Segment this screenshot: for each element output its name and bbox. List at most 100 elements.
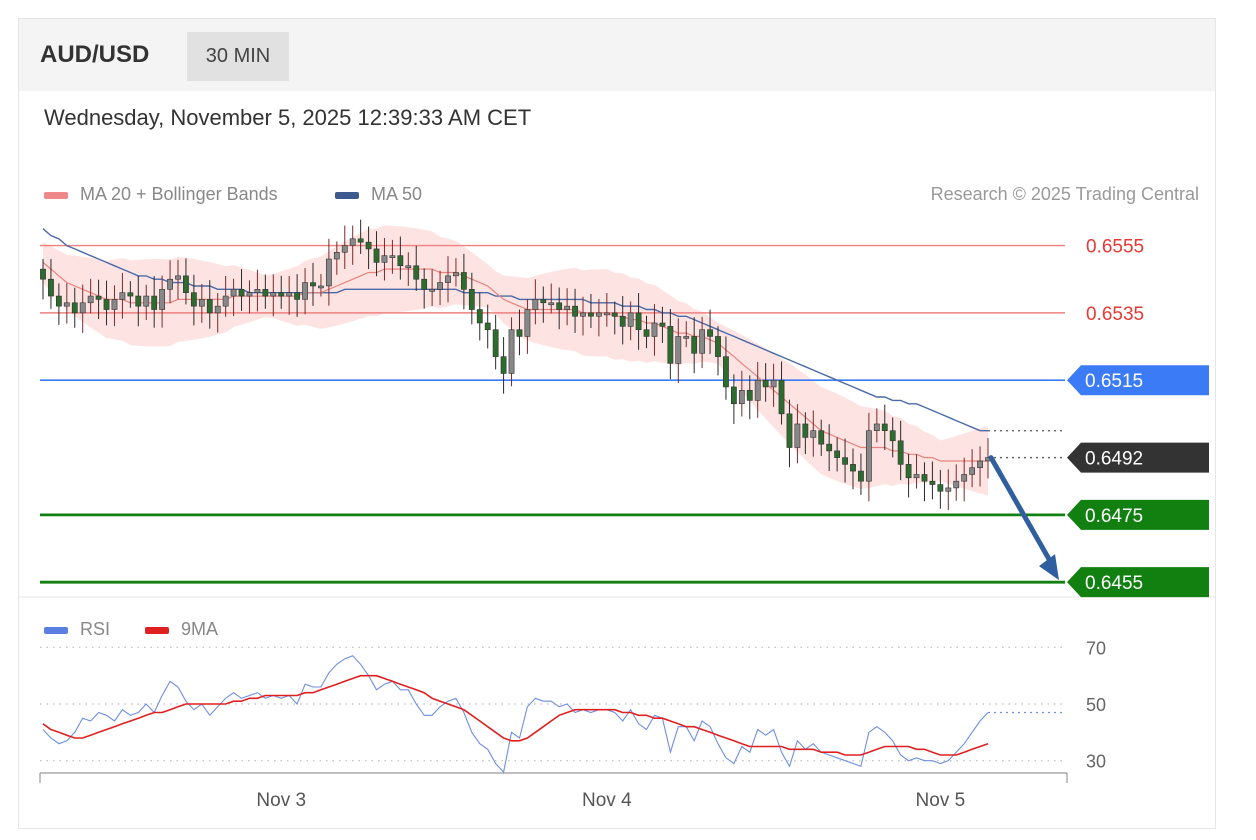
candle-body	[611, 312, 618, 317]
candle-body	[603, 312, 610, 316]
bollinger-band	[43, 225, 988, 496]
candle-body	[286, 292, 293, 297]
candle-body	[548, 302, 555, 306]
candle-body	[349, 238, 356, 246]
candle-body	[373, 248, 380, 263]
candle-body	[40, 268, 46, 280]
candle-body	[48, 278, 54, 297]
candle-body	[468, 289, 475, 310]
candle-body	[262, 289, 269, 297]
candle-body	[540, 299, 547, 304]
candle-body	[683, 336, 690, 339]
candle-body	[484, 322, 491, 331]
price-tag-current: 0.6492	[1085, 449, 1143, 470]
price-tag-support: 0.6475	[1085, 506, 1143, 527]
price-tag-current-bg	[1067, 442, 1209, 473]
candle-body	[516, 329, 523, 337]
candle-body	[873, 423, 880, 431]
x-tick-label: Nov 4	[582, 790, 632, 811]
candle-body	[246, 292, 253, 297]
candle-body	[937, 484, 944, 492]
candle-body	[929, 480, 936, 485]
candle-body	[865, 430, 872, 482]
candle-body	[222, 295, 229, 307]
rsi-line	[42, 655, 989, 774]
candle-body	[921, 474, 928, 482]
candle-body	[635, 312, 642, 331]
legend-rsi-ma: 9MA	[145, 619, 218, 640]
rsi-level-label: 50	[1086, 695, 1106, 715]
candle-body	[580, 312, 586, 317]
candle-body	[945, 487, 952, 492]
candle-body	[214, 305, 221, 314]
rsi-level-label: 70	[1086, 638, 1106, 658]
candle-body	[659, 322, 666, 327]
candle-body	[619, 315, 626, 327]
research-credit: Research © 2025 Trading Central	[930, 184, 1199, 204]
candle-body	[437, 282, 443, 290]
candle-body	[953, 480, 960, 489]
candle-body	[71, 302, 78, 314]
rsi-ma-label: 9MA	[181, 619, 219, 639]
candle-body	[524, 309, 531, 337]
candle-body	[270, 292, 277, 297]
price-tag-pivot: 0.6515	[1085, 371, 1143, 392]
candle-body	[397, 255, 404, 267]
candle-body	[206, 299, 213, 314]
ma50-label: MA 50	[371, 184, 423, 204]
candle-body	[111, 299, 118, 310]
ma20-label: MA 20 + Bollinger Bands	[80, 184, 278, 204]
legend-rsi: RSI	[44, 619, 110, 640]
candle-body	[238, 289, 245, 297]
candle-body	[127, 292, 134, 297]
candle-body	[691, 336, 698, 354]
price-tag-support-bg	[1067, 567, 1209, 598]
candles-group	[40, 219, 991, 511]
candle-body	[151, 295, 158, 310]
candle-body	[858, 470, 864, 482]
candle-body	[508, 329, 515, 374]
rsi-ma-swatch	[145, 626, 169, 634]
candle-body	[95, 295, 102, 300]
candle-body	[595, 312, 602, 317]
candle-body	[675, 336, 682, 364]
candle-body	[643, 329, 650, 337]
candle-body	[834, 450, 841, 458]
candle-body	[87, 295, 94, 304]
ma20-swatch	[44, 191, 68, 199]
candle-body	[881, 423, 888, 431]
candle-body	[119, 292, 126, 300]
candle-body	[405, 265, 412, 269]
candle-body	[762, 379, 769, 388]
timeframe-badge[interactable]: 30 MIN	[187, 32, 289, 81]
candle-body	[500, 356, 507, 374]
candle-body	[627, 312, 634, 327]
candle-body	[707, 329, 713, 337]
candle-body	[445, 275, 451, 283]
candle-body	[333, 251, 340, 260]
candle-body	[699, 329, 706, 354]
candle-body	[381, 255, 388, 263]
candle-body	[175, 275, 181, 280]
ma50-swatch	[335, 191, 359, 199]
chart-card: AUD/USD 30 MIN Wednesday, November 5, 20…	[18, 18, 1216, 829]
candle-body	[556, 302, 563, 310]
candle-body	[103, 299, 110, 310]
candle-body	[476, 309, 483, 324]
candle-body	[63, 302, 70, 307]
forecast-arrow	[988, 455, 1056, 569]
price-tag-support: 0.6455	[1085, 573, 1143, 594]
candle-body	[79, 302, 86, 314]
candle-body	[818, 430, 825, 445]
rsi-ma-line	[42, 674, 989, 756]
candle-body	[135, 295, 142, 307]
candle-body	[723, 356, 729, 388]
candle-body	[730, 386, 737, 405]
candle-body	[969, 467, 976, 475]
price-tag-support-bg	[1067, 499, 1209, 530]
candle-body	[230, 289, 237, 297]
candle-body	[913, 474, 920, 479]
candle-body	[325, 258, 332, 287]
price-tag-resistance: 0.6535	[1086, 304, 1144, 325]
candle-body	[810, 430, 817, 438]
